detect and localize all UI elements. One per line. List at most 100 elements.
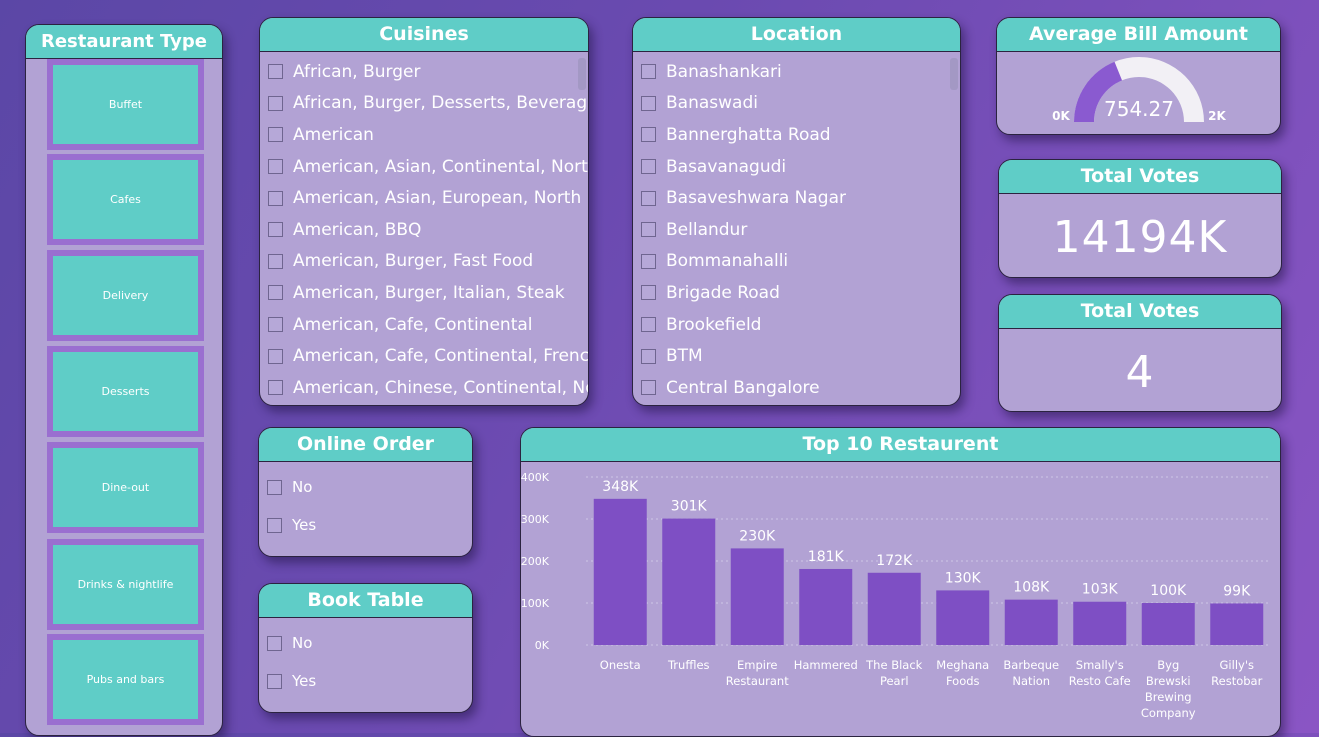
x-tick-label: Restobar xyxy=(1211,674,1262,688)
bar[interactable] xyxy=(936,590,990,645)
cuisine-item[interactable]: American, Cafe, Continental xyxy=(268,309,588,341)
location-item-label: Banashankari xyxy=(666,61,782,82)
checkbox[interactable] xyxy=(641,127,656,143)
checkbox[interactable] xyxy=(641,95,656,111)
x-tick-label: Resto Cafe xyxy=(1069,674,1131,688)
bar[interactable] xyxy=(1210,603,1264,645)
checkbox[interactable] xyxy=(267,635,282,651)
checkbox[interactable] xyxy=(641,380,656,396)
location-item[interactable]: Basaveshwara Nagar xyxy=(641,182,960,214)
location-item[interactable]: Basavanagudi xyxy=(641,151,960,183)
checkbox[interactable] xyxy=(267,673,282,689)
book-table-item-label: Yes xyxy=(292,672,317,690)
gauge-max: 2K xyxy=(1208,109,1226,123)
location-item[interactable]: BTM xyxy=(641,340,960,372)
book-table-item[interactable]: No xyxy=(267,624,472,662)
location-item[interactable]: Bannerghatta Road xyxy=(641,119,960,151)
cuisine-item[interactable]: American xyxy=(268,119,588,151)
location-item[interactable]: Brookefield xyxy=(641,309,960,341)
tile-buffet[interactable]: Buffet xyxy=(47,59,204,150)
location-item[interactable]: Central Bangalore xyxy=(641,372,960,404)
cuisine-item[interactable]: African, Burger xyxy=(268,56,588,88)
x-tick-label: Onesta xyxy=(600,658,641,672)
location-item[interactable]: Bellandur xyxy=(641,214,960,246)
tile-pubs-bars[interactable]: Pubs and bars xyxy=(47,634,204,725)
bar[interactable] xyxy=(662,518,716,645)
cuisine-item[interactable]: American, Cafe, Continental, French,... xyxy=(268,340,588,372)
location-item[interactable]: Bommanahalli xyxy=(641,246,960,278)
cuisine-item-label: American, Chinese, Continental, Nor... xyxy=(293,377,588,398)
checkbox[interactable] xyxy=(268,64,283,80)
tile-desserts[interactable]: Desserts xyxy=(47,346,204,437)
checkbox[interactable] xyxy=(268,190,283,206)
checkbox[interactable] xyxy=(268,380,283,396)
tile-delivery[interactable]: Delivery xyxy=(47,250,204,341)
location-item-label: Bannerghatta Road xyxy=(666,124,831,145)
bar[interactable] xyxy=(1141,603,1195,645)
x-tick-label: Hammered xyxy=(794,658,858,672)
location-scrollbar[interactable] xyxy=(950,58,958,90)
location-item-label: Brookefield xyxy=(666,314,762,335)
bar[interactable] xyxy=(730,548,784,645)
book-table-item[interactable]: Yes xyxy=(267,662,472,700)
total-votes-value: 14194K xyxy=(1052,212,1228,263)
checkbox[interactable] xyxy=(268,95,283,111)
bar[interactable] xyxy=(1073,601,1127,645)
cuisine-item[interactable]: American, Burger, Fast Food xyxy=(268,246,588,278)
x-tick-label: Pearl xyxy=(880,674,909,688)
data-label: 181K xyxy=(808,549,845,565)
cuisine-item-label: American, Burger, Italian, Steak xyxy=(293,282,565,303)
location-item-label: Basaveshwara Nagar xyxy=(666,188,846,209)
avg-bill-title: Average Bill Amount xyxy=(997,18,1280,52)
checkbox[interactable] xyxy=(268,317,283,333)
cuisines-scrollbar[interactable] xyxy=(578,58,586,90)
location-item[interactable]: Brigade Road xyxy=(641,277,960,309)
tile-drinks-nightlife[interactable]: Drinks & nightlife xyxy=(47,539,204,630)
cuisine-item[interactable]: American, Asian, Continental, North... xyxy=(268,151,588,183)
checkbox[interactable] xyxy=(268,127,283,143)
cuisine-item-label: American xyxy=(293,124,374,145)
data-label: 108K xyxy=(1013,580,1050,596)
checkbox[interactable] xyxy=(641,317,656,333)
location-item[interactable]: Banashankari xyxy=(641,56,960,88)
x-tick-label: Truffles xyxy=(667,658,710,672)
cuisine-item[interactable]: African, Burger, Desserts, Beverages... xyxy=(268,88,588,120)
book-table-item-label: No xyxy=(292,634,313,652)
checkbox[interactable] xyxy=(268,222,283,238)
cuisine-item-label: American, Cafe, Continental xyxy=(293,314,533,335)
bar[interactable] xyxy=(867,572,921,645)
location-item[interactable]: Banaswadi xyxy=(641,88,960,120)
checkbox[interactable] xyxy=(641,348,656,364)
location-item-label: Central Bangalore xyxy=(666,377,820,398)
y-tick-label: 200K xyxy=(521,555,550,568)
checkbox[interactable] xyxy=(641,285,656,301)
top10-title: Top 10 Restaurent xyxy=(521,428,1280,462)
checkbox[interactable] xyxy=(268,253,283,269)
bar[interactable] xyxy=(799,568,853,645)
online-order-item[interactable]: Yes xyxy=(267,506,472,544)
online-order-item[interactable]: No xyxy=(267,468,472,506)
checkbox[interactable] xyxy=(268,348,283,364)
checkbox[interactable] xyxy=(641,159,656,175)
checkbox[interactable] xyxy=(641,253,656,269)
checkbox[interactable] xyxy=(268,285,283,301)
checkbox[interactable] xyxy=(268,159,283,175)
checkbox[interactable] xyxy=(641,64,656,80)
cuisine-item[interactable]: American, Burger, Italian, Steak xyxy=(268,277,588,309)
checkbox[interactable] xyxy=(641,222,656,238)
total-votes-value-2: 4 xyxy=(1125,347,1155,398)
checkbox[interactable] xyxy=(267,517,282,533)
bar[interactable] xyxy=(593,498,647,645)
bar[interactable] xyxy=(1004,599,1058,645)
tile-dine-out[interactable]: Dine-out xyxy=(47,442,204,533)
cuisine-item[interactable]: American, BBQ xyxy=(268,214,588,246)
cuisine-item[interactable]: American, Chinese, Continental, Nor... xyxy=(268,372,588,404)
book-table-title: Book Table xyxy=(259,584,472,618)
location-item-label: Basavanagudi xyxy=(666,156,787,177)
checkbox[interactable] xyxy=(641,190,656,206)
cuisines-slicer: Cuisines African, Burger African, Burger,… xyxy=(259,17,589,406)
checkbox[interactable] xyxy=(267,479,282,495)
cuisine-item[interactable]: American, Asian, European, North I... xyxy=(268,182,588,214)
tile-cafes[interactable]: Cafes xyxy=(47,154,204,245)
location-title: Location xyxy=(633,18,960,52)
